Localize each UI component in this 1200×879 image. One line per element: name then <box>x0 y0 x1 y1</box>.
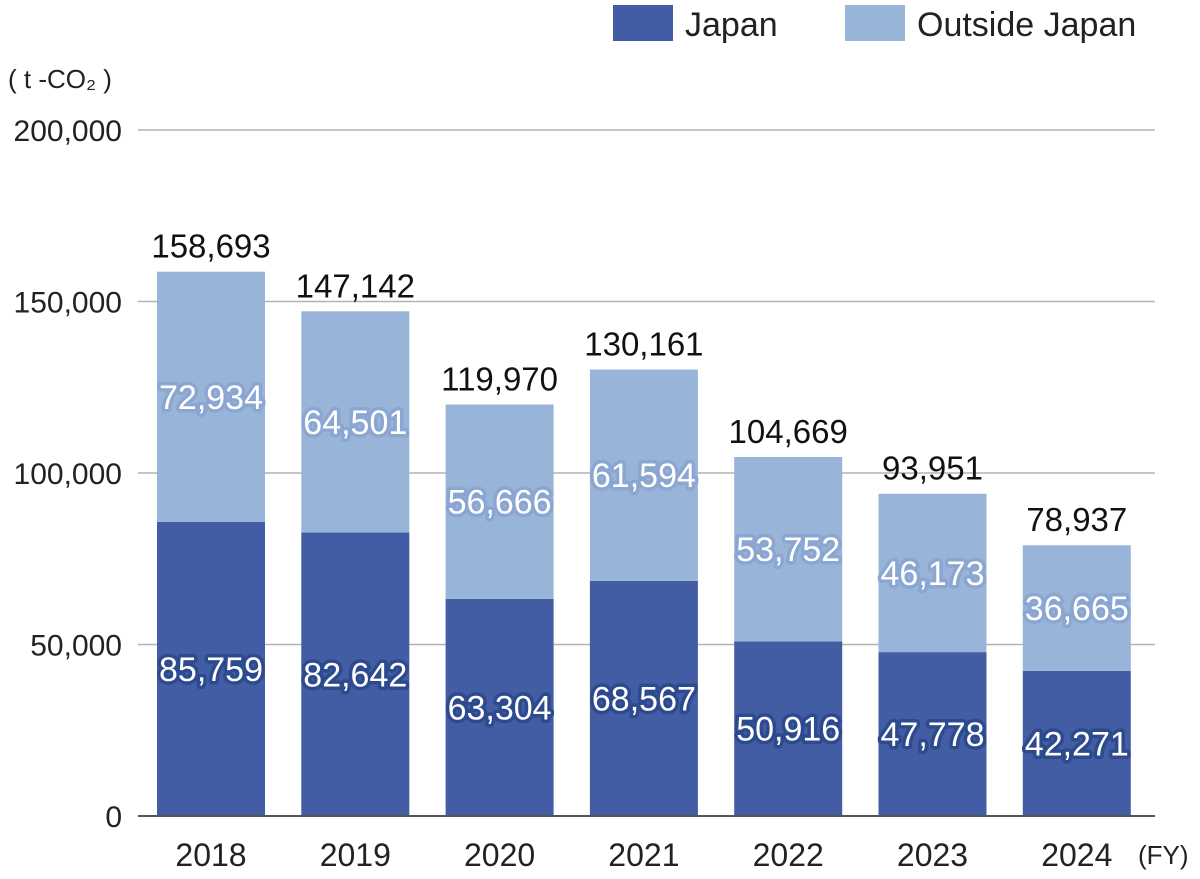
total-label-2020: 119,970 <box>441 361 558 398</box>
legend-label-japan: Japan <box>685 6 778 44</box>
data-label-outside-japan-2019: 64,501 <box>303 404 407 442</box>
bars <box>157 271 1131 816</box>
y-tick-label: 100,000 <box>14 458 122 491</box>
data-label-outside-japan-2023: 46,173 <box>881 555 985 593</box>
bar-japan-2022 <box>734 641 843 816</box>
x-tick-label: 2024 <box>1041 837 1112 873</box>
total-label-2024: 78,937 <box>1026 501 1127 538</box>
data-label-japan-2019: 82,642 <box>303 656 407 694</box>
y-axis-unit-label: ( t -CO₂ ) <box>8 64 112 94</box>
total-label-2019: 147,142 <box>296 267 415 304</box>
bar-outside-japan-2020 <box>445 404 554 599</box>
y-tick-label: 150,000 <box>14 287 122 320</box>
bar-outside-japan-2018 <box>157 271 265 522</box>
data-label-outside-japan-2024: 36,665 <box>1025 590 1129 628</box>
x-axis-unit-label: (FY) <box>1138 840 1189 870</box>
bar-japan-2021 <box>589 580 698 816</box>
bar-outside-japan-2024 <box>1022 545 1131 672</box>
bar-outside-japan-2022 <box>734 456 843 642</box>
x-tick-label: 2020 <box>464 837 535 873</box>
legend: Japan Outside Japan <box>613 5 1136 44</box>
x-tick-label: 2022 <box>753 837 824 873</box>
data-label-japan-2020: 63,304 <box>448 689 552 727</box>
x-tick-label: 2019 <box>320 837 391 873</box>
bar-japan-2023 <box>878 652 987 816</box>
x-tick-label: 2018 <box>175 837 246 873</box>
bar-outside-japan-2023 <box>878 493 987 653</box>
data-label-outside-japan-2018: 72,934 <box>159 379 263 417</box>
total-label-2018: 158,693 <box>151 228 270 265</box>
bar-japan-2018 <box>157 521 265 816</box>
legend-swatch-outside-japan <box>845 5 905 41</box>
y-tick-label: 50,000 <box>30 630 122 663</box>
y-tick-label: 0 <box>105 801 122 834</box>
bar-japan-2024 <box>1022 671 1131 816</box>
data-label-outside-japan-2021: 61,594 <box>592 457 696 495</box>
bar-japan-2020 <box>445 598 554 816</box>
total-label-2021: 130,161 <box>584 326 703 363</box>
data-label-japan-2022: 50,916 <box>736 711 840 749</box>
data-label-japan-2024: 42,271 <box>1025 726 1129 764</box>
data-label-outside-japan-2022: 53,752 <box>736 531 840 569</box>
bar-outside-japan-2019 <box>301 311 410 533</box>
data-labels: 85,759 72,934 158,693 82,642 64,501 147,142 63… <box>151 228 1132 767</box>
bar-japan-2019 <box>301 532 410 816</box>
legend-label-outside-japan: Outside Japan <box>917 6 1136 44</box>
data-label-outside-japan-2020: 56,666 <box>448 484 552 522</box>
axes: 0 50,000 100,000 150,000 200,000 2018 2019 2020… <box>14 115 1155 873</box>
x-tick-label: 2023 <box>897 837 968 873</box>
data-label-japan-2018: 85,759 <box>159 651 263 689</box>
legend-swatch-japan <box>613 5 673 41</box>
total-label-2022: 104,669 <box>729 413 848 450</box>
data-label-japan-2023: 47,778 <box>881 716 985 754</box>
total-label-2023: 93,951 <box>882 450 983 487</box>
y-tick-label: 200,000 <box>14 115 122 148</box>
data-label-japan-2021: 68,567 <box>592 680 696 718</box>
bar-outside-japan-2021 <box>589 369 698 581</box>
x-tick-label: 2021 <box>608 837 679 873</box>
